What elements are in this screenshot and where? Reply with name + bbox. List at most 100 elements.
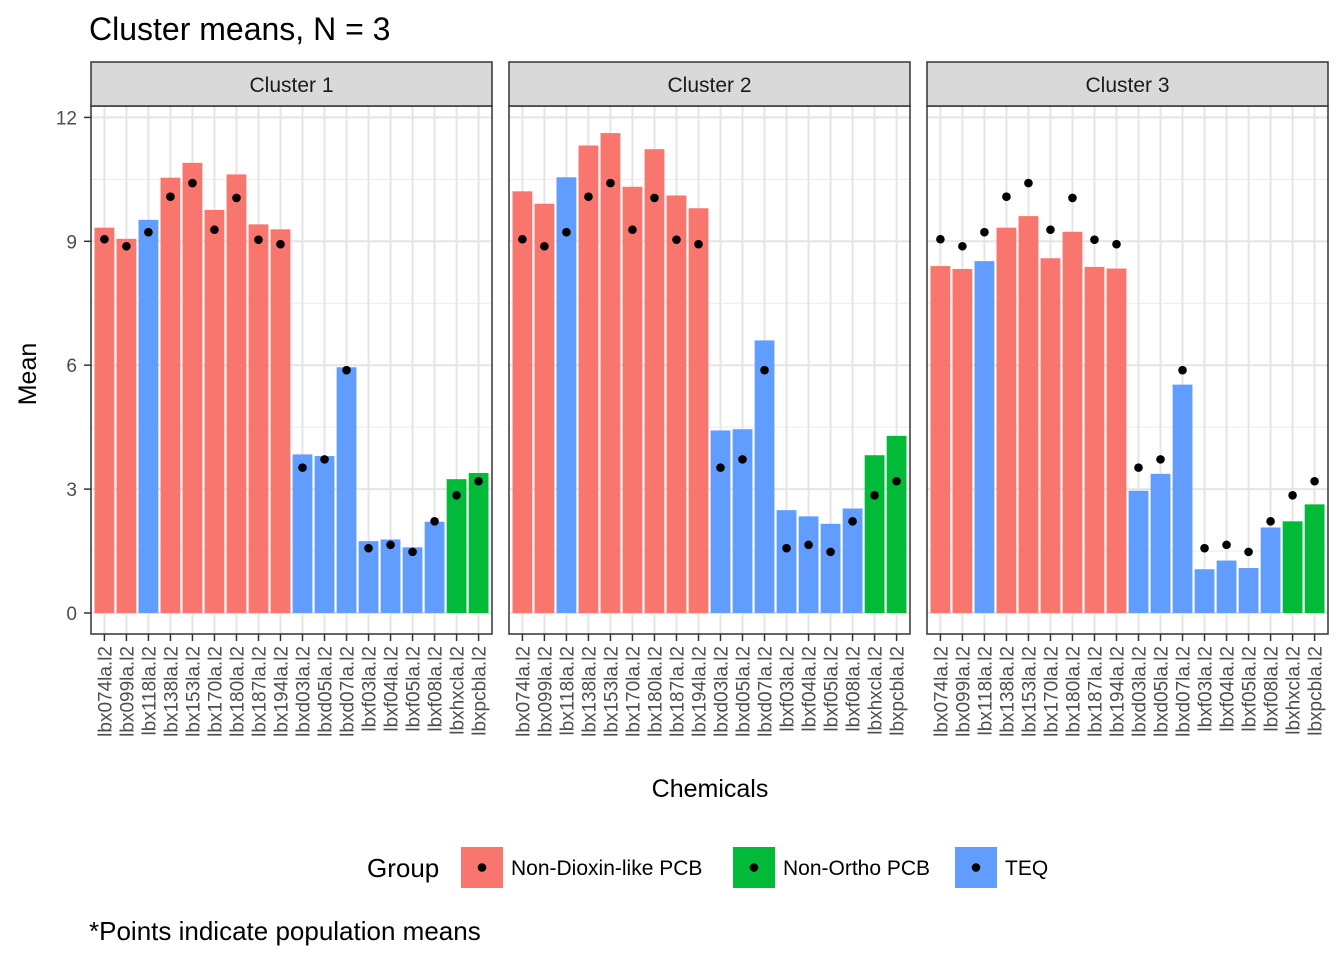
y-tick-label: 9 — [66, 232, 77, 253]
bar — [182, 162, 203, 613]
x-tick-label: lbxf05la.l2 — [404, 646, 425, 732]
population-mean-point — [166, 192, 175, 201]
population-mean-point — [760, 365, 769, 375]
population-mean-point — [254, 235, 263, 244]
population-mean-point — [1134, 463, 1143, 472]
population-mean-point — [848, 517, 857, 526]
x-tick-label: lbx118la.l2 — [139, 646, 160, 735]
population-mean-point — [232, 193, 241, 203]
bar — [138, 219, 159, 613]
population-mean-point — [1002, 192, 1011, 201]
bar — [820, 523, 841, 613]
legend-point-icon — [477, 863, 487, 872]
facet-panel: Cluster 1 lbx074la.l2 lbx099la.l2 lbx118la.… — [90, 61, 493, 737]
x-tick-label: lbxd07la.l2 — [1174, 646, 1195, 737]
bar — [952, 268, 973, 613]
bar — [1018, 216, 1039, 613]
bar — [1150, 473, 1171, 613]
bar — [644, 149, 665, 614]
bar — [1238, 567, 1259, 613]
bar — [94, 227, 115, 613]
bar — [468, 472, 489, 613]
bar — [754, 340, 775, 613]
population-mean-point — [826, 547, 835, 557]
bar — [710, 430, 731, 613]
population-mean-point — [716, 463, 725, 472]
bar — [446, 479, 467, 613]
x-tick-label: lbxf08la.l2 — [426, 646, 447, 732]
x-tick-label: lbx187la.l2 — [249, 646, 270, 737]
x-tick-label: lbx180la.l2 — [645, 646, 666, 737]
x-tick-label: lbxf04la.l2 — [382, 646, 403, 732]
bar — [204, 209, 225, 614]
chart-title: Cluster means, N = 3 — [89, 11, 390, 47]
x-tick-label: lbxf04la.l2 — [800, 646, 821, 732]
x-tick-label: lbxd07la.l2 — [338, 646, 359, 737]
bar — [1216, 560, 1237, 613]
bar — [1194, 569, 1215, 613]
population-mean-point — [1200, 543, 1209, 553]
x-tick-label: lbx074la.l2 — [513, 646, 534, 737]
x-tick-label: lbxd07la.l2 — [756, 646, 777, 737]
population-mean-point — [1178, 365, 1187, 375]
bar — [974, 261, 995, 613]
population-mean-point — [122, 241, 131, 251]
x-tick-label: lbx138la.l2 — [579, 646, 600, 737]
bar — [1040, 258, 1061, 613]
legend-point-icon — [971, 863, 981, 872]
bar — [798, 516, 819, 613]
x-tick-label: lbx180la.l2 — [227, 646, 248, 737]
bar — [336, 367, 357, 613]
population-mean-point — [672, 235, 681, 244]
bar — [622, 186, 643, 613]
x-tick-label: lbx187la.l2 — [667, 646, 688, 737]
x-tick-label: lbx099la.l2 — [953, 646, 974, 737]
x-tick-label: lbxd05la.l2 — [734, 646, 755, 737]
bar — [688, 208, 709, 613]
bar — [314, 456, 335, 613]
x-tick-label: lbxf05la.l2 — [822, 646, 843, 732]
x-tick-label: lbxhxcla.l2 — [866, 646, 887, 735]
x-tick-label: lbx194la.l2 — [1107, 646, 1128, 737]
x-tick-label: lbx170la.l2 — [205, 646, 226, 737]
population-mean-point — [1244, 547, 1253, 557]
bar — [842, 508, 863, 613]
x-tick-label: lbxhxcla.l2 — [1284, 646, 1305, 735]
bar — [1304, 504, 1325, 613]
x-tick-label: lbx074la.l2 — [931, 646, 952, 737]
x-tick-label: lbx118la.l2 — [557, 646, 578, 735]
x-tick-label: lbxd03la.l2 — [1130, 646, 1151, 737]
x-axis-title: Chemicals — [652, 775, 769, 803]
bar — [666, 195, 687, 613]
x-tick-label: lbx118la.l2 — [975, 646, 996, 735]
x-tick-label: lbxd03la.l2 — [712, 646, 733, 737]
bar — [776, 510, 797, 613]
x-tick-label: lbxpcbla.l2 — [1306, 646, 1327, 736]
population-mean-point — [870, 490, 879, 500]
population-mean-point — [892, 476, 901, 486]
population-mean-point — [606, 178, 615, 188]
population-mean-point — [210, 225, 219, 235]
legend-title: Group — [367, 853, 439, 883]
legend-label: Non-Dioxin-like PCB — [511, 857, 702, 880]
population-mean-point — [738, 455, 747, 464]
x-tick-label: lbx153la.l2 — [601, 646, 622, 737]
legend-label: TEQ — [1005, 857, 1048, 880]
y-tick-label: 3 — [66, 480, 77, 501]
population-mean-point — [320, 455, 329, 464]
population-mean-point — [584, 192, 593, 201]
bar — [512, 191, 533, 613]
facet-strip — [90, 61, 493, 107]
population-mean-point — [342, 365, 351, 375]
population-mean-point — [518, 234, 527, 244]
legend-point-icon — [749, 863, 759, 872]
population-mean-point — [276, 239, 285, 249]
population-mean-point — [1288, 490, 1297, 500]
x-tick-label: lbx074la.l2 — [95, 646, 116, 737]
x-tick-label: lbxf03la.l2 — [1196, 646, 1217, 732]
bar — [732, 429, 753, 613]
legend-item: Non-Dioxin-like PCB — [461, 847, 702, 888]
x-tick-label: lbx099la.l2 — [535, 646, 556, 737]
population-mean-point — [1156, 455, 1165, 464]
